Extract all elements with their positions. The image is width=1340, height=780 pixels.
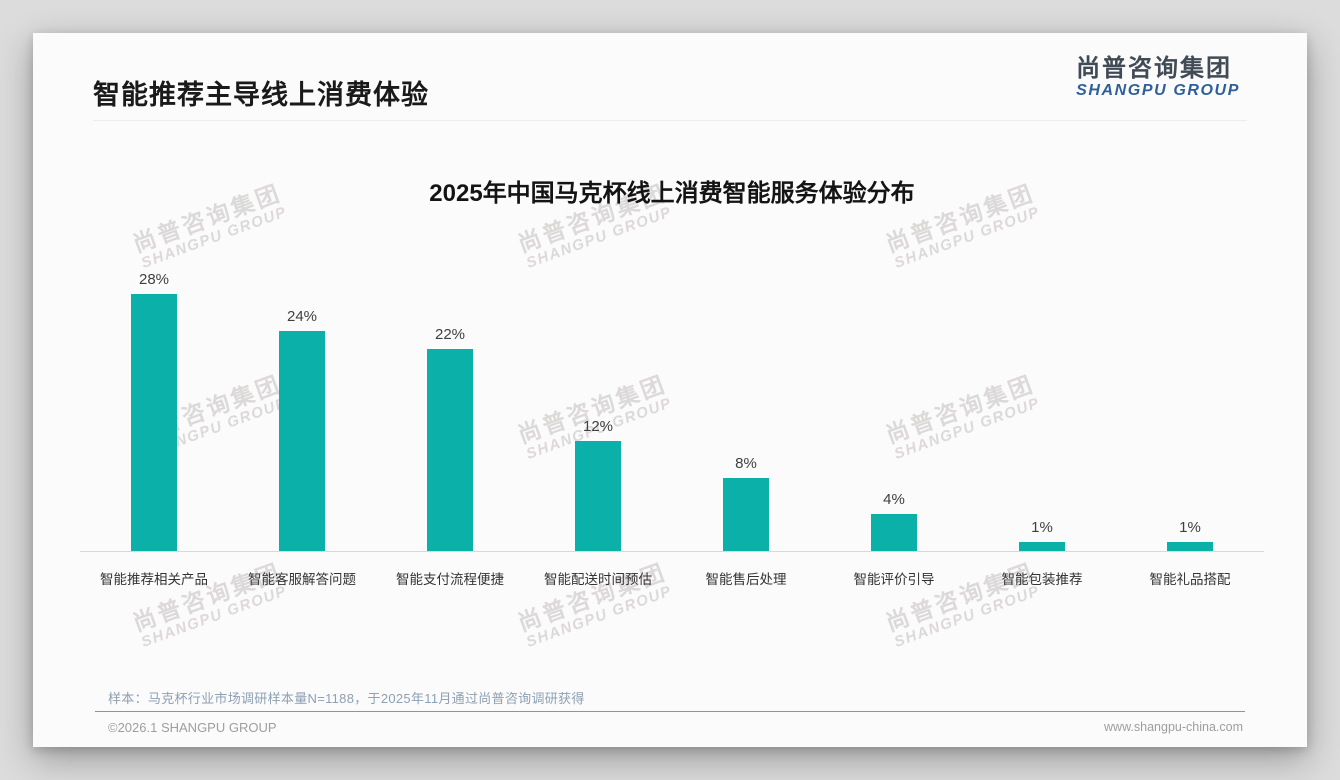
bar [279, 331, 325, 551]
logo-chinese-text: 尚普咨询集团 [1076, 55, 1233, 82]
bar-value-label: 12% [582, 418, 614, 435]
category-label: 智能售后处理 [705, 572, 787, 587]
bar [131, 294, 177, 551]
page-title: 智能推荐主导线上消费体验 [93, 80, 429, 110]
copyright-text: ©2026.1 SHANGPU GROUP [108, 720, 277, 735]
bar-value-label: 22% [434, 326, 466, 343]
bar-value-label: 24% [286, 308, 318, 325]
bar-value-label: 1% [1179, 519, 1201, 536]
category-label: 智能配送时间预估 [544, 572, 652, 587]
bar-value-label: 28% [138, 271, 170, 288]
category-label: 智能礼品搭配 [1149, 572, 1231, 587]
category-label: 智能包装推荐 [1001, 572, 1083, 587]
bar-value-label: 1% [1031, 519, 1053, 536]
bar-value-label: 8% [735, 455, 757, 472]
bar-column: 8% [672, 251, 820, 551]
bar [1019, 542, 1065, 551]
bar [723, 478, 769, 551]
website-text: www.shangpu-china.com [1104, 720, 1243, 734]
chart-plot-area: 28% 24% 22% 12% 8% 4% 1% 1% [80, 251, 1264, 551]
title-divider [93, 120, 1247, 121]
bar [427, 349, 473, 551]
watermark-english-text: SHANGPU GROUP [139, 582, 290, 652]
x-axis-labels: 智能推荐相关产品 智能客服解答问题 智能支付流程便捷 智能配送时间预估 智能售后处理 智能… [80, 568, 1264, 588]
bar [575, 441, 621, 551]
watermark-english-text: SHANGPU GROUP [892, 582, 1043, 652]
bar-column: 1% [1116, 251, 1264, 551]
bar-column: 12% [524, 251, 672, 551]
category-label: 智能客服解答问题 [248, 572, 356, 587]
bar-column: 28% [80, 251, 228, 551]
sample-note: 样本：马克杯行业市场调研样本量N=1188，于2025年11月通过尚普咨询调研获… [108, 691, 585, 706]
bar-value-label: 4% [883, 491, 905, 508]
category-label: 智能评价引导 [853, 572, 935, 587]
watermark-english-text: SHANGPU GROUP [524, 582, 675, 652]
chart-title: 2025年中国马克杯线上消费智能服务体验分布 [429, 180, 915, 207]
bar [871, 514, 917, 551]
category-label: 智能支付流程便捷 [396, 572, 504, 587]
bar-column: 1% [968, 251, 1116, 551]
logo-english-text: SHANGPU GROUP [1076, 81, 1240, 99]
slide-card: 尚普咨询集团 SHANGPU GROUP 尚普咨询集团 SHANGPU GROUP 尚普… [33, 33, 1307, 747]
bar-column: 24% [228, 251, 376, 551]
footer-divider [95, 711, 1245, 712]
bar-column: 4% [820, 251, 968, 551]
bar-column: 22% [376, 251, 524, 551]
company-logo: 尚普咨询集团 SHANGPU GROUP [1076, 55, 1240, 99]
category-label: 智能推荐相关产品 [100, 572, 208, 587]
x-axis-line [80, 551, 1264, 552]
bar [1167, 542, 1213, 551]
